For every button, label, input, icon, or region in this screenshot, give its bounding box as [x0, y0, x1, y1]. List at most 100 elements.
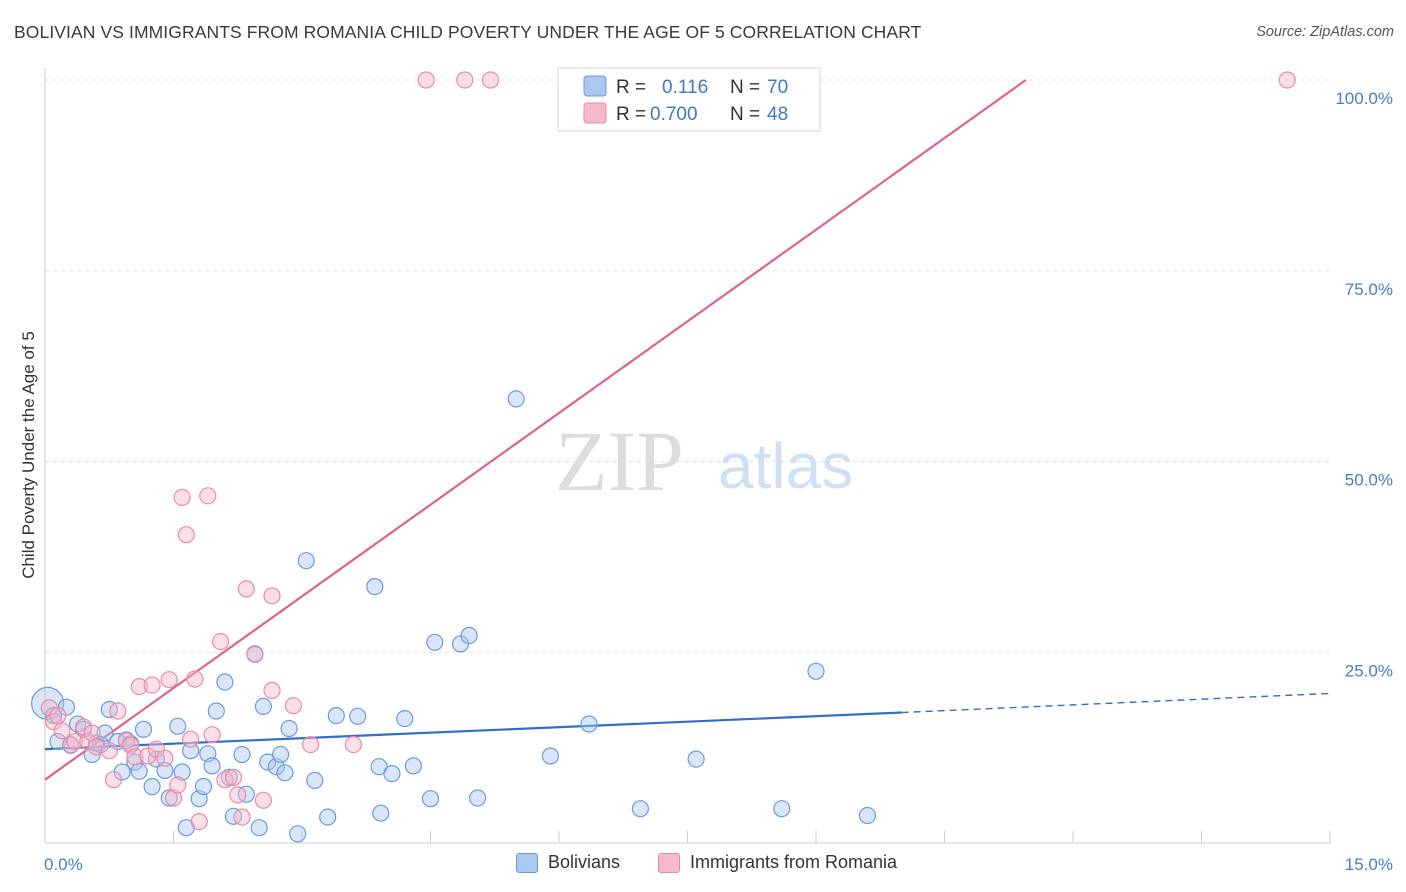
- legend-label-bolivians: Bolivians: [548, 852, 621, 872]
- point-bolivians-40: [259, 753, 277, 771]
- point-bolivians-53: [372, 804, 390, 822]
- point-romania-20: [156, 749, 174, 767]
- point-romania-3: [53, 722, 71, 740]
- point-bolivians-64: [580, 715, 598, 733]
- legend-item-romania: Immigrants from Romania: [658, 852, 897, 873]
- trend-line-bolivians-extension: [901, 692, 1331, 714]
- gridlines: [45, 79, 1330, 653]
- chart-title: BOLIVIAN VS IMMIGRANTS FROM ROMANIA CHIL…: [14, 22, 922, 42]
- legend-swatch-bolivians: [583, 75, 607, 97]
- point-bolivians-38: [250, 819, 268, 837]
- point-bolivians-62: [507, 390, 525, 408]
- point-bolivians-50: [349, 707, 367, 725]
- point-bolivians-65: [631, 800, 650, 818]
- point-bolivians-23: [169, 717, 187, 735]
- point-romania-12: [109, 702, 127, 720]
- point-bolivians-39: [254, 697, 272, 716]
- y-axis-label: Child Poverty Under the Age of 5: [19, 331, 38, 579]
- legend-r-value-2: 0.700: [650, 104, 698, 125]
- point-romania-2: [49, 706, 67, 725]
- point-romania-15: [126, 748, 144, 766]
- legend-swatch-blue: [516, 852, 538, 873]
- point-romania-34: [229, 786, 247, 804]
- point-romania-40: [263, 587, 281, 605]
- point-romania-28: [190, 812, 208, 831]
- point-romania-26: [182, 730, 200, 748]
- point-romania-27: [186, 670, 204, 688]
- y-tick-labels: 25.0% 50.0% 75.0% 100.0%: [1335, 89, 1393, 680]
- point-bolivians-55: [396, 709, 414, 728]
- point-bolivians-0: [30, 686, 65, 721]
- point-bolivians-58: [426, 633, 444, 651]
- point-bolivians-2: [49, 732, 67, 751]
- point-romania-17: [139, 747, 157, 765]
- point-romania-33: [224, 768, 243, 787]
- point-bolivians-69: [858, 806, 877, 825]
- legend-label-romania: Immigrants from Romania: [690, 852, 898, 872]
- point-romania-36: [237, 580, 255, 598]
- scatter-points: [30, 71, 1296, 843]
- legend-n-label-1: N =: [730, 77, 760, 98]
- point-bolivians-22: [160, 789, 178, 807]
- legend-r-value-1: 0.116: [662, 77, 708, 98]
- point-romania-30: [203, 726, 221, 744]
- x-tick-label-0: 0.0%: [44, 855, 83, 874]
- stats-legend: R = 0.116 N = 70 R = 0.700 N = 48: [557, 67, 821, 132]
- y-tick-label-3: 100.0%: [1335, 89, 1393, 108]
- point-bolivians-18: [134, 720, 153, 738]
- legend-swatch-pink: [658, 852, 680, 873]
- point-romania-47: [1278, 71, 1296, 89]
- point-romania-23: [169, 776, 187, 794]
- point-romania-38: [254, 791, 272, 809]
- trend-lines: [44, 79, 1331, 781]
- point-bolivians-10: [96, 724, 114, 742]
- point-romania-5: [66, 732, 84, 751]
- point-bolivians-35: [233, 745, 251, 764]
- point-romania-45: [456, 71, 474, 89]
- point-bolivians-61: [469, 789, 487, 807]
- point-bolivians-24: [173, 763, 191, 781]
- point-bolivians-17: [130, 762, 148, 780]
- point-romania-18: [143, 676, 161, 694]
- point-bolivians-48: [319, 808, 337, 826]
- y-tick-label-2: 75.0%: [1345, 280, 1393, 299]
- point-romania-9: [87, 738, 106, 756]
- point-bolivians-60: [460, 626, 478, 645]
- legend-r-label-2: R =: [616, 104, 646, 125]
- point-romania-41: [284, 697, 302, 715]
- x-tick-label-1: 15.0%: [1345, 855, 1393, 874]
- legend-n-label-2: N =: [730, 104, 760, 125]
- point-romania-43: [344, 735, 362, 754]
- source-credit: Source: ZipAtlas.com: [1256, 24, 1394, 40]
- point-romania-22: [164, 789, 183, 807]
- legend-item-bolivians: Bolivians: [516, 852, 620, 873]
- point-bolivians-57: [421, 790, 440, 808]
- point-bolivians-49: [327, 706, 345, 725]
- y-tick-label-1: 50.0%: [1345, 471, 1393, 490]
- point-romania-10: [100, 742, 118, 760]
- trend-line-romania: [44, 79, 1027, 781]
- point-romania-31: [212, 632, 230, 651]
- legend-r-label-1: R =: [616, 77, 646, 98]
- point-romania-42: [302, 735, 320, 754]
- y-tick-label-0: 25.0%: [1345, 661, 1393, 680]
- point-romania-7: [79, 732, 97, 751]
- point-bolivians-56: [404, 757, 422, 775]
- point-romania-29: [199, 487, 217, 505]
- legend-swatch-romania: [583, 102, 607, 124]
- point-bolivians-19: [143, 777, 161, 796]
- point-bolivians-11: [100, 700, 118, 719]
- point-bolivians-46: [297, 552, 315, 570]
- point-romania-44: [417, 71, 435, 89]
- point-bolivians-63: [541, 747, 560, 765]
- bottom-legend: Bolivians Immigrants from Romania: [0, 852, 1406, 878]
- point-bolivians-44: [280, 719, 298, 738]
- point-romania-16: [130, 677, 148, 696]
- axes: [44, 68, 1331, 844]
- point-romania-46: [481, 71, 500, 89]
- point-romania-39: [263, 681, 281, 700]
- point-romania-37: [246, 645, 264, 664]
- point-bolivians-54: [383, 764, 401, 783]
- point-bolivians-68: [807, 662, 825, 680]
